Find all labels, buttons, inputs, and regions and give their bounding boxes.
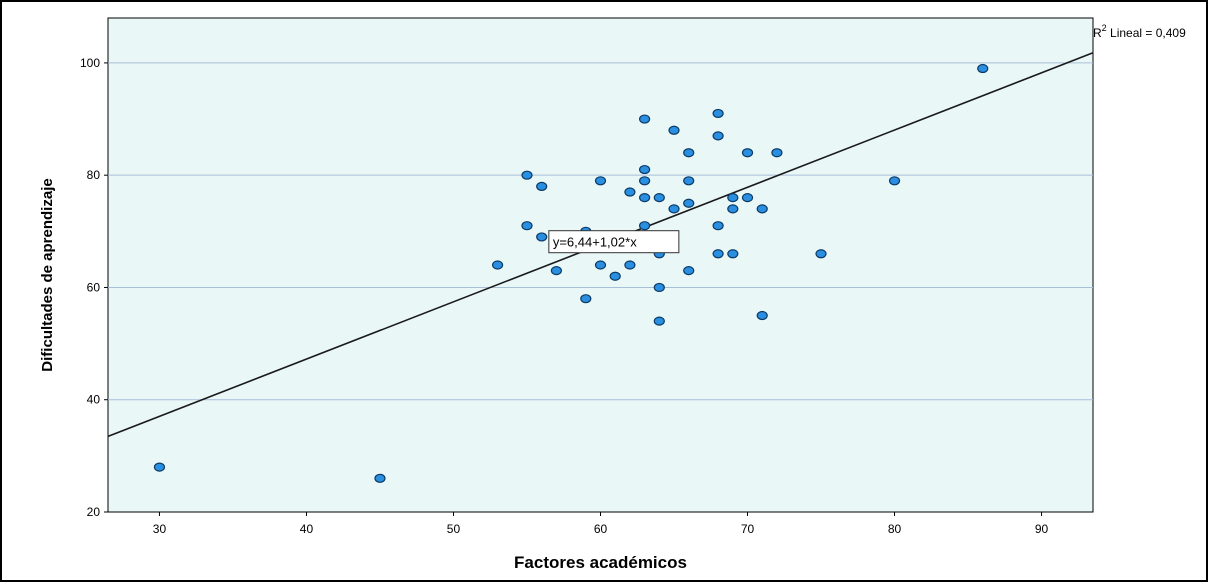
y-tick-label: 20	[87, 505, 101, 519]
data-point	[888, 176, 901, 186]
r2-prefix: R	[1093, 26, 1102, 40]
data-point	[712, 249, 724, 259]
data-point	[653, 316, 665, 326]
data-point	[594, 176, 607, 186]
data-point	[741, 148, 754, 158]
data-point	[536, 232, 548, 242]
data-point	[712, 131, 724, 141]
y-tick-label: 100	[80, 56, 100, 70]
data-point	[374, 473, 386, 483]
data-point	[639, 176, 651, 186]
r2-value: Lineal = 0,409	[1107, 26, 1186, 40]
data-point	[668, 204, 680, 214]
data-point	[491, 260, 504, 270]
data-point	[653, 193, 665, 203]
x-tick-label: 70	[741, 522, 755, 536]
axis-ticks: 30 40 50 60 70 80 90 20 40 60 80 100	[80, 56, 1049, 536]
data-point	[756, 310, 768, 321]
data-point	[756, 204, 768, 214]
data-points	[153, 63, 989, 483]
gridlines	[108, 62, 1093, 401]
data-point	[653, 282, 665, 293]
x-tick-label: 30	[153, 522, 167, 536]
data-point	[771, 148, 783, 158]
data-point	[683, 266, 695, 276]
data-point	[153, 462, 166, 472]
data-point	[536, 181, 548, 192]
equation-box	[548, 230, 680, 254]
data-point	[521, 170, 533, 180]
y-tick-label: 80	[87, 168, 101, 182]
data-point	[668, 125, 680, 135]
data-point	[727, 249, 739, 259]
x-tick-label: 60	[594, 522, 608, 536]
r2-label: R2 Lineal = 0,409	[1093, 23, 1186, 40]
data-point	[639, 221, 651, 231]
data-point	[624, 260, 636, 270]
data-point	[609, 271, 621, 281]
data-point	[741, 193, 754, 203]
data-point	[639, 114, 651, 124]
data-point	[727, 204, 739, 214]
y-axis-title: Dificultades de aprendizaje	[39, 178, 56, 371]
equation-text: y=6,44+1,02*x	[553, 235, 637, 250]
data-point	[727, 193, 739, 203]
y-tick-label: 60	[87, 280, 101, 294]
data-point	[580, 294, 592, 304]
data-point	[594, 260, 607, 270]
data-point	[639, 193, 651, 203]
x-tick-label: 90	[1035, 522, 1049, 536]
data-point	[712, 108, 724, 119]
y-tick-label: 40	[87, 393, 101, 407]
data-point	[977, 63, 989, 74]
data-point	[639, 164, 651, 175]
x-tick-label: 50	[447, 522, 461, 536]
equation-label: y=6,44+1,02*x	[548, 230, 680, 254]
x-axis-title: Factores académicos	[514, 553, 687, 572]
x-tick-label: 80	[888, 522, 902, 536]
data-point	[815, 249, 827, 259]
data-point	[550, 266, 562, 276]
data-point	[683, 148, 695, 158]
data-point	[624, 187, 636, 197]
data-point	[683, 198, 695, 208]
data-point	[521, 221, 533, 231]
x-tick-label: 40	[300, 522, 314, 536]
data-point	[712, 221, 724, 231]
data-point	[683, 176, 695, 186]
r2-superscript: 2	[1102, 23, 1107, 33]
